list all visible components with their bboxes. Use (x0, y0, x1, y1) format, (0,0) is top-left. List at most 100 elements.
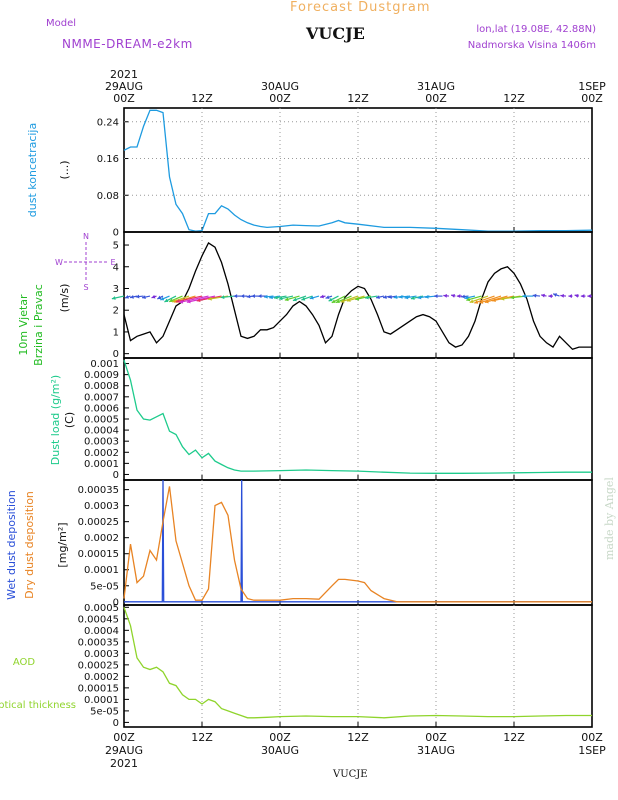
wind-vector-head (135, 294, 140, 299)
wind-vector-head (233, 294, 238, 299)
wind-vector-head (464, 295, 469, 300)
time-tick-label-bottom: 2021 (110, 757, 138, 770)
time-tick-label-top: 00Z (113, 92, 135, 105)
wind-vector-head (264, 294, 268, 299)
time-tick-label-bottom: 00Z (425, 731, 447, 744)
wind-vector-head (522, 294, 526, 299)
wind-vector-head (284, 297, 289, 302)
unit-deposition: [mg/m²] (56, 522, 69, 567)
footer-station: VUCJE (333, 769, 368, 780)
time-tick-label-bottom: 12Z (347, 731, 369, 744)
y-tick-label: 0.0002 (84, 672, 119, 683)
panel-deposition (123, 479, 593, 606)
wind-vector-head (541, 293, 545, 298)
y-tick-label: 0.0002 (84, 448, 119, 459)
time-tick-label-bottom: 12Z (503, 731, 525, 744)
wind-vector-head (474, 300, 479, 304)
y-tick-label: 0.0008 (84, 381, 119, 392)
wind-vector-head (434, 294, 438, 299)
wind-vector-head (335, 299, 340, 304)
wind-vector-head (251, 294, 255, 299)
y-tick-label: 0 (113, 470, 119, 481)
series-line-wind-0 (123, 241, 592, 351)
time-tick-label-top: 12Z (503, 92, 525, 105)
series-line-deposition-1 (123, 486, 592, 603)
y-tick-label: 1 (113, 327, 119, 338)
time-tick-label-top: 12Z (347, 92, 369, 105)
time-tick-label-top: 00Z (581, 92, 603, 105)
unit-wind: (m/s) (58, 284, 71, 313)
wind-vector (479, 295, 502, 304)
y-tick-label: 0.0007 (84, 392, 119, 403)
wind-vector-head (130, 294, 134, 299)
y-tick-label: 0.0009 (84, 370, 119, 381)
wind-vector (179, 295, 209, 304)
wind-vector-head (340, 299, 345, 303)
y-tick-label: 0.0004 (84, 626, 119, 637)
wind-vector-head (553, 293, 558, 297)
wind-vector-head (469, 299, 474, 304)
wind-vector-head (301, 296, 306, 301)
time-tick-label-top: 31AUG (417, 80, 455, 93)
wind-vector-head (325, 295, 330, 299)
wind-vector-head (292, 297, 297, 302)
wind-vector-head (443, 293, 448, 298)
time-tick-label-top: 1SEP (578, 80, 606, 93)
time-tick-label-top: 29AUG (105, 80, 143, 93)
y-tick-label: 0.00025 (78, 660, 119, 671)
wind-vector-head (383, 295, 387, 299)
compass-label-s: S (83, 283, 88, 292)
y-tick-label: 5e-05 (90, 581, 119, 592)
ylabel-wet-deposition: Wet dust deposition (5, 490, 18, 600)
wind-vector-head (484, 299, 489, 304)
wind-vector-head (240, 294, 245, 299)
y-tick-label: 0.0003 (84, 437, 119, 448)
wind-vector-head (492, 298, 496, 303)
panel-frame (123, 231, 593, 359)
wind-vector-head (220, 295, 225, 300)
y-tick-label: 0.0002 (84, 533, 119, 544)
y-tick-label: 0 (113, 718, 119, 729)
watermark: made by Angel (603, 477, 616, 560)
ylabel-dry-deposition: Dry dust deposition (23, 491, 36, 599)
wind-vector-head (500, 296, 505, 301)
y-tick-label: 5e-05 (90, 706, 119, 717)
time-tick-label-top: 12Z (191, 92, 213, 105)
wind-vector-head (560, 293, 565, 298)
wind-vector-head (456, 294, 461, 299)
y-tick-label: 0.00045 (78, 614, 119, 625)
wind-vector-head (278, 296, 283, 301)
wind-vector-head (157, 295, 162, 300)
panel-wind (64, 231, 593, 359)
wind-vector-head (376, 295, 380, 299)
wind-vector-head (580, 294, 585, 299)
time-tick-label-bottom: 29AUG (105, 744, 143, 757)
panel-frame (123, 107, 593, 233)
wind-vector-head (417, 295, 422, 300)
wind-vector-head (196, 298, 201, 303)
wind-vector-head (404, 295, 409, 300)
wind-vector-head (246, 294, 251, 299)
wind-vector-head (269, 295, 273, 300)
y-tick-label: 0.00025 (78, 517, 119, 528)
time-tick-label-top: 00Z (269, 92, 291, 105)
wind-vector-head (346, 298, 351, 302)
unit-load: (C) (63, 412, 76, 428)
panel-concentration (123, 107, 593, 233)
y-tick-label: 0.16 (97, 154, 119, 165)
panel-aod (123, 604, 593, 728)
wind-vector-head (424, 294, 429, 299)
time-tick-label-top: 00Z (425, 92, 447, 105)
wind-vector-head (388, 295, 393, 299)
wind-vector-head (568, 294, 572, 299)
y-tick-label: 4 (113, 262, 119, 273)
series-line-load-0 (123, 359, 592, 474)
y-tick-label: 0 (113, 597, 119, 608)
wind-vector (175, 295, 203, 303)
wind-vector-head (331, 299, 336, 303)
time-tick-label-bottom: 31AUG (417, 744, 455, 757)
time-tick-label-bottom: 30AUG (261, 744, 299, 757)
wind-vector-head (548, 294, 552, 299)
time-tick-label-top: 30AUG (261, 80, 299, 93)
